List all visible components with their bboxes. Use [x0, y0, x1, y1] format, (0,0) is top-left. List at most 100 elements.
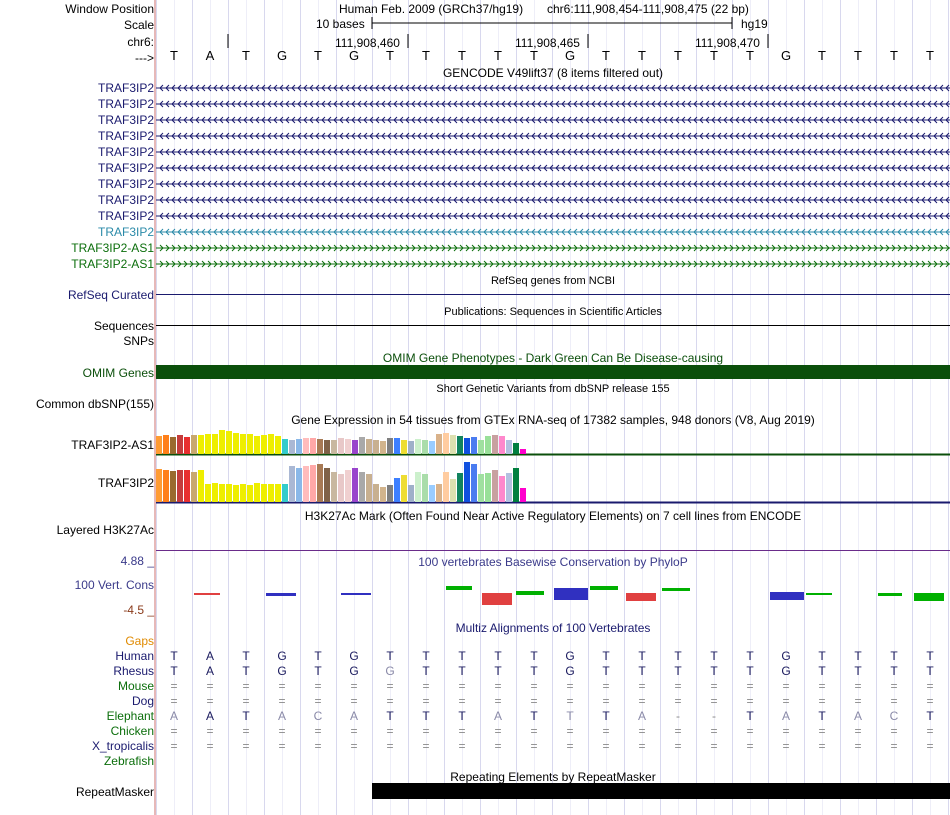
omim-title[interactable]: OMIM Gene Phenotypes - Dark Green Can Be… — [382, 351, 724, 365]
gtex-bar[interactable] — [352, 468, 358, 502]
gtex-bar[interactable] — [317, 439, 323, 454]
species-label[interactable]: X_tropicalis — [91, 739, 154, 753]
gtex-bar[interactable] — [170, 471, 176, 502]
gtex-bar[interactable] — [310, 465, 316, 502]
refseq-title[interactable]: RefSeq genes from NCBI — [490, 275, 616, 287]
gtex-bar[interactable] — [394, 438, 400, 454]
gtex-bar[interactable] — [282, 439, 288, 454]
gtex-bar[interactable] — [205, 484, 211, 502]
gtex-bar[interactable] — [275, 436, 281, 454]
gtex-bar[interactable] — [184, 437, 190, 454]
gencode-transcript-label[interactable]: TRAF3IP2 — [97, 193, 154, 207]
gencode-transcript-feature[interactable] — [156, 211, 950, 221]
gtex-bar[interactable] — [443, 472, 449, 502]
gtex-bar[interactable] — [247, 485, 253, 502]
gencode-transcript-label[interactable]: TRAF3IP2 — [97, 113, 154, 127]
gtex-bar[interactable] — [233, 485, 239, 502]
gtex-bar[interactable] — [275, 484, 281, 502]
gtex-bar[interactable] — [373, 484, 379, 502]
gtex-bar[interactable] — [156, 469, 162, 502]
snps-label[interactable]: SNPs — [123, 334, 154, 348]
gtex-bar[interactable] — [177, 435, 183, 454]
gtex-bar[interactable] — [226, 484, 232, 502]
gtex-bar[interactable] — [408, 441, 414, 454]
omim-feature[interactable] — [156, 365, 950, 379]
gtex-bar[interactable] — [184, 470, 190, 502]
gtex-bar[interactable] — [240, 434, 246, 454]
species-label[interactable]: Mouse — [117, 679, 154, 693]
gtex-bar[interactable] — [219, 484, 225, 502]
gencode-transcript-feature[interactable] — [156, 195, 950, 205]
dbsnp-title[interactable]: Short Genetic Variants from dbSNP releas… — [436, 383, 670, 395]
gtex-chart[interactable] — [156, 428, 950, 506]
gtex-bar[interactable] — [359, 437, 365, 454]
gtex-bar[interactable] — [394, 478, 400, 502]
gtex-bar[interactable] — [324, 440, 330, 454]
gtex-bar[interactable] — [240, 484, 246, 502]
species-label[interactable]: Chicken — [110, 724, 154, 738]
gtex-bar[interactable] — [261, 435, 267, 454]
species-label[interactable]: Dog — [131, 694, 154, 708]
gtex-bar[interactable] — [380, 441, 386, 454]
gencode-transcript-feature[interactable] — [156, 227, 950, 237]
gtex-bar[interactable] — [520, 449, 526, 454]
gtex-bar[interactable] — [296, 439, 302, 454]
gtex-bar[interactable] — [471, 437, 477, 454]
gtex-bar[interactable] — [359, 472, 365, 502]
species-label[interactable]: Rhesus — [113, 664, 154, 678]
gtex-bar[interactable] — [464, 438, 470, 454]
gtex-title[interactable]: Gene Expression in 54 tissues from GTEx … — [291, 413, 815, 427]
repeatmasker-label[interactable]: RepeatMasker — [75, 785, 154, 799]
gtex-bar[interactable] — [457, 473, 463, 502]
gtex-bar[interactable] — [226, 431, 232, 454]
gtex-bar[interactable] — [429, 441, 435, 454]
phylop-label[interactable]: 100 Vert. Cons — [74, 578, 154, 592]
gtex-bar[interactable] — [499, 476, 505, 502]
gtex-bar[interactable] — [163, 435, 169, 454]
species-label[interactable]: Zebrafish — [103, 754, 154, 768]
gtex-bar[interactable] — [296, 468, 302, 502]
refseq-feature[interactable] — [156, 294, 950, 295]
gtex-bar[interactable] — [422, 474, 428, 502]
gencode-transcript-feature[interactable] — [156, 243, 950, 253]
gtex-bar[interactable] — [198, 435, 204, 454]
gtex-bar[interactable] — [324, 468, 330, 502]
gtex-bar[interactable] — [289, 466, 295, 502]
gtex-bar[interactable] — [464, 462, 470, 502]
gencode-transcript-feature[interactable] — [156, 83, 950, 93]
gtex-bar[interactable] — [205, 434, 211, 454]
gencode-transcript-label[interactable]: TRAF3IP2 — [97, 161, 154, 175]
gencode-title[interactable]: GENCODE V49lift37 (8 items filtered out) — [442, 66, 664, 80]
species-label[interactable]: Human — [115, 649, 154, 663]
gtex-bar[interactable] — [415, 439, 421, 454]
gtex-bar[interactable] — [212, 434, 218, 454]
gaps-label[interactable]: Gaps — [125, 634, 154, 648]
gtex-bar[interactable] — [191, 435, 197, 454]
gtex-bar[interactable] — [191, 472, 197, 502]
gtex-bar[interactable] — [492, 435, 498, 454]
gtex-bar[interactable] — [177, 470, 183, 502]
gtex-bar[interactable] — [373, 440, 379, 454]
gtex-bar[interactable] — [366, 439, 372, 454]
gencode-transcript-label[interactable]: TRAF3IP2 — [97, 97, 154, 111]
gtex-bar[interactable] — [352, 440, 358, 454]
gtex-bar[interactable] — [310, 438, 316, 454]
gtex-bar[interactable] — [506, 473, 512, 502]
gtex-bar[interactable] — [401, 475, 407, 502]
gtex-bar[interactable] — [506, 440, 512, 454]
gtex-bar[interactable] — [338, 438, 344, 454]
gtex-bar[interactable] — [422, 440, 428, 454]
gtex-bar[interactable] — [450, 435, 456, 454]
refseq-label[interactable]: RefSeq Curated — [67, 288, 154, 302]
gtex-bar[interactable] — [513, 468, 519, 502]
gtex-bar[interactable] — [163, 470, 169, 502]
gtex-bar[interactable] — [317, 464, 323, 502]
gtex-gene-label[interactable]: TRAF3IP2 — [97, 476, 154, 490]
gtex-bar[interactable] — [268, 484, 274, 502]
gtex-bar[interactable] — [429, 485, 435, 502]
gencode-transcript-label[interactable]: TRAF3IP2-AS1 — [71, 257, 154, 271]
gtex-bar[interactable] — [436, 484, 442, 502]
gtex-bar[interactable] — [233, 433, 239, 454]
gtex-bar[interactable] — [485, 436, 491, 454]
gtex-bar[interactable] — [303, 466, 309, 502]
